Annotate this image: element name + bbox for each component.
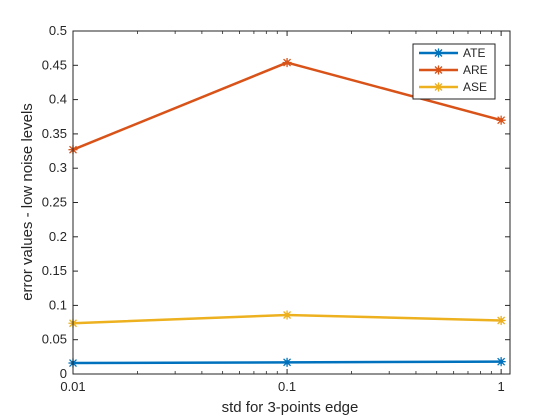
y-tick-label: 0 — [60, 366, 67, 381]
x-axis-label: std for 3-points edge — [222, 399, 359, 416]
data-point-are — [282, 58, 292, 68]
legend-marker-ase — [433, 82, 444, 92]
data-point-ate — [282, 357, 292, 367]
y-tick-label: 0.2 — [49, 229, 67, 244]
y-tick-label: 0.5 — [49, 23, 67, 38]
y-tick-label: 0.05 — [42, 332, 67, 347]
y-tick-label: 0.35 — [42, 126, 67, 141]
y-tick-label: 0.3 — [49, 160, 67, 175]
y-tick-label: 0.1 — [49, 297, 67, 312]
y-axis-label: error values - low noise levels — [19, 103, 36, 301]
data-point-ase — [282, 310, 292, 320]
axes-layer: 0 0.05 0.1 0.15 0.2 0.25 0.3 0.35 0.4 0.45 0.5 0.01… — [42, 23, 511, 394]
y-tick-label: 0.45 — [42, 57, 67, 72]
x-tick-label: 1 — [498, 379, 505, 394]
data-point-ase — [496, 315, 506, 326]
x-tick-label: 0.1 — [278, 379, 296, 394]
x-tick-label: 0.01 — [60, 379, 85, 394]
legend-label-ase: ASE — [463, 80, 487, 94]
y-tick-label: 0.15 — [42, 263, 67, 278]
legend-label-are: ARE — [463, 63, 488, 77]
legend-marker-ate — [433, 48, 444, 58]
data-point-are — [496, 115, 506, 125]
legend-marker-are — [433, 65, 444, 75]
series-layer — [68, 58, 506, 368]
data-point-ate — [496, 357, 506, 367]
y-tick-label: 0.4 — [49, 92, 67, 107]
y-tick-label: 0.25 — [42, 195, 67, 210]
legend-label-ate: ATE — [463, 46, 485, 60]
legend: ATE ARE ASE — [412, 43, 496, 100]
